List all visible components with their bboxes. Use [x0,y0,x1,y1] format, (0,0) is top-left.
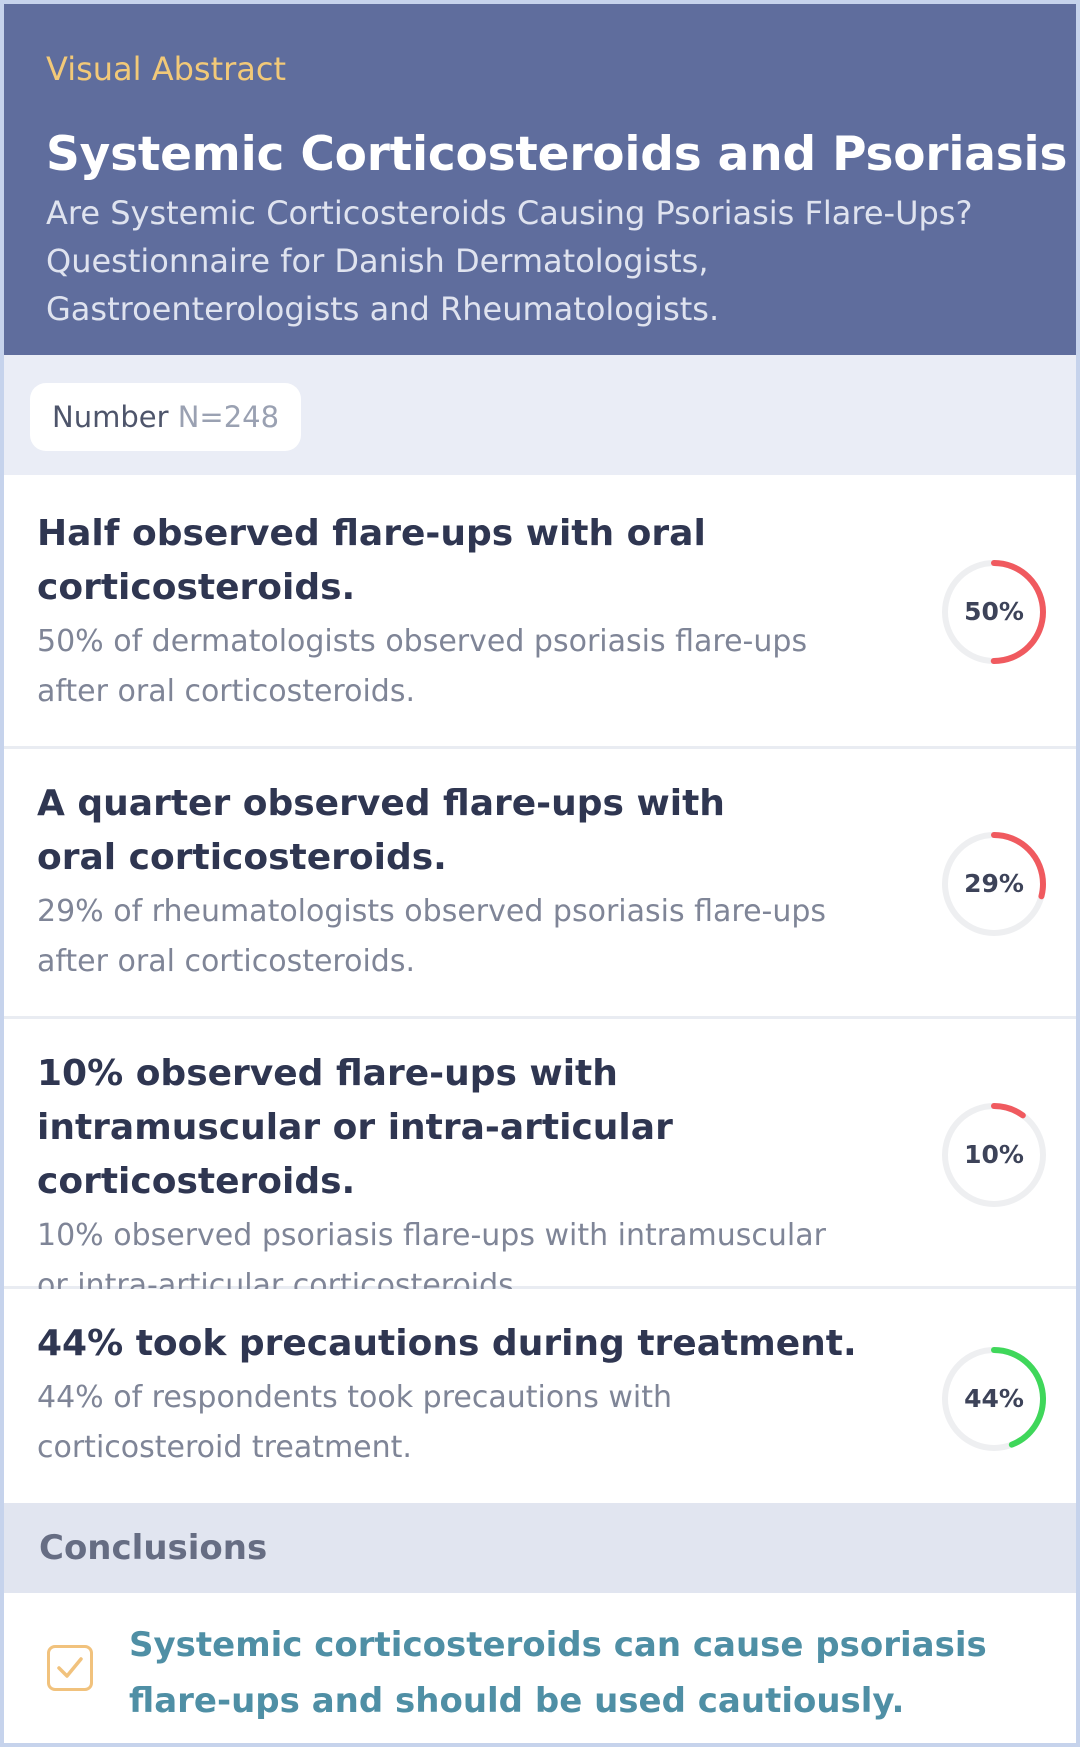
ring-arc [942,832,1046,936]
finding-row: 10% observed flare-ups with intramuscula… [4,1019,1076,1303]
finding-title: 10% observed flare-ups with intramuscula… [37,1053,673,1202]
finding-text: 10% observed flare-ups with intramuscula… [37,1047,897,1311]
finding-row: A quarter observed flare-ups with oral c… [4,749,1076,1019]
finding-text: Half observed flare-ups with oral cortic… [37,507,897,717]
finding-description: 50% of dermatologists observed psoriasis… [37,624,808,709]
percent-ring: 29% [939,829,1049,939]
conclusions-heading: Conclusions [4,1503,1076,1593]
percent-label: 44% [964,1384,1024,1413]
finding-text: 44% took precautions during treatment. 4… [37,1317,897,1473]
percent-ring: 50% [939,557,1049,667]
percent-ring: 44% [939,1344,1049,1454]
percent-label: 10% [964,1140,1024,1169]
percent-ring: 10% [939,1100,1049,1210]
checkbox-icon [47,1645,93,1691]
conclusion-row: Systemic corticosteroids can cause psori… [4,1593,1076,1743]
finding-text: A quarter observed flare-ups with oral c… [37,777,897,987]
finding-title: Half observed flare-ups with oral cortic… [37,513,706,608]
percent-ring-graphic [942,1103,1046,1207]
finding-row: 44% took precautions during treatment. 4… [4,1289,1076,1503]
percent-ring-graphic [942,832,1046,936]
percent-label: 50% [964,597,1024,626]
page-title: Systemic Corticosteroids and Psoriasis [46,127,1068,182]
page-subtitle: Are Systemic Corticosteroids Causing Pso… [46,189,1046,333]
ring-arc [942,1103,1046,1207]
subtitle-line-1: Are Systemic Corticosteroids Causing Pso… [46,194,973,232]
finding-title: 44% took precautions during treatment. [37,1323,857,1364]
sample-size-label: Number [52,400,169,434]
eyebrow-label: Visual Abstract [46,50,287,88]
percent-ring-graphic [942,1347,1046,1451]
finding-row: Half observed flare-ups with oral cortic… [4,475,1076,749]
ring-arc [942,1347,1046,1451]
subtitle-line-3: Gastroenterologists and Rheumatologists. [46,290,720,328]
percent-label: 29% [964,869,1024,898]
finding-description: 44% of respondents took precautions with… [37,1380,673,1465]
check-mark-icon [57,1657,83,1678]
ring-arc [942,560,1046,664]
percent-ring-graphic [942,560,1046,664]
finding-description: 29% of rheumatologists observed psoriasi… [37,894,827,979]
subtitle-line-2: Questionnaire for Danish Dermatologists, [46,242,709,280]
sample-size-band: Number N=248 [4,355,1076,475]
sample-size-value: N=248 [177,400,280,434]
conclusion-text: Systemic corticosteroids can cause psori… [129,1625,987,1721]
sample-size-badge: Number N=248 [30,383,302,451]
finding-title: A quarter observed flare-ups with oral c… [37,783,725,878]
header-banner: Visual Abstract Systemic Corticosteroids… [4,4,1076,355]
